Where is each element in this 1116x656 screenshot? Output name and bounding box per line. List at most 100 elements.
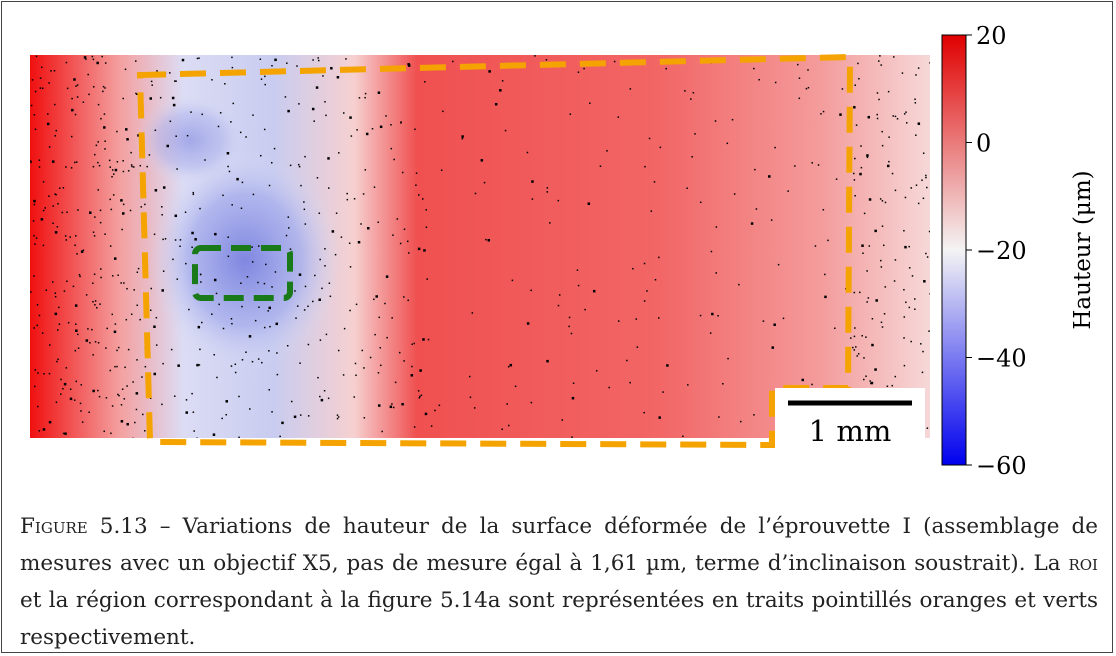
speckle bbox=[644, 165, 646, 168]
speckle bbox=[190, 111, 192, 113]
speckle bbox=[42, 244, 45, 247]
speckle bbox=[880, 259, 882, 262]
speckle bbox=[136, 93, 138, 96]
speckle bbox=[284, 96, 287, 98]
speckle bbox=[219, 112, 222, 114]
speckle bbox=[185, 411, 188, 414]
speckle bbox=[116, 160, 119, 163]
speckle bbox=[571, 396, 575, 400]
speckle bbox=[400, 121, 402, 123]
speckle bbox=[186, 134, 189, 137]
speckle bbox=[903, 364, 906, 367]
speckle bbox=[886, 385, 889, 388]
speckle bbox=[74, 349, 77, 352]
speckle bbox=[88, 411, 90, 413]
speckle bbox=[95, 144, 98, 147]
speckle bbox=[442, 110, 444, 113]
speckle bbox=[76, 253, 78, 255]
speckle bbox=[355, 374, 357, 377]
speckle bbox=[311, 107, 315, 111]
speckle bbox=[403, 296, 405, 298]
speckle bbox=[340, 236, 343, 238]
speckle bbox=[57, 358, 59, 361]
speckle bbox=[85, 58, 87, 60]
speckle bbox=[658, 416, 661, 419]
speckle bbox=[34, 90, 37, 93]
speckle bbox=[92, 282, 94, 284]
speckle bbox=[926, 186, 928, 189]
speckle bbox=[425, 226, 428, 229]
speckle bbox=[871, 317, 874, 320]
speckle bbox=[175, 80, 177, 82]
speckle bbox=[530, 401, 533, 404]
speckle bbox=[461, 135, 464, 138]
speckle bbox=[407, 64, 411, 67]
speckle bbox=[92, 231, 95, 233]
speckle bbox=[733, 193, 736, 195]
speckle bbox=[571, 436, 573, 438]
speckle bbox=[174, 80, 176, 82]
speckle bbox=[629, 381, 631, 384]
speckle bbox=[104, 87, 106, 89]
speckle bbox=[48, 344, 51, 346]
speckle bbox=[452, 60, 454, 63]
speckle bbox=[127, 348, 130, 351]
speckle bbox=[635, 318, 638, 320]
speckle bbox=[98, 395, 101, 398]
speckle bbox=[263, 128, 266, 131]
speckle bbox=[144, 430, 146, 432]
speckle bbox=[80, 410, 82, 412]
speckle bbox=[249, 408, 251, 410]
speckle bbox=[928, 330, 930, 332]
speckle bbox=[880, 64, 882, 66]
speckle bbox=[69, 388, 72, 390]
speckle bbox=[300, 184, 302, 187]
speckle bbox=[411, 343, 413, 346]
speckle bbox=[307, 415, 310, 417]
speckle bbox=[74, 113, 77, 116]
caption-label: Figure 5.13 bbox=[20, 514, 148, 539]
speckle bbox=[296, 305, 299, 307]
speckle bbox=[425, 209, 428, 211]
speckle bbox=[116, 349, 118, 352]
speckle bbox=[363, 417, 366, 419]
speckle bbox=[211, 79, 213, 81]
speckle bbox=[72, 285, 75, 288]
speckle bbox=[260, 78, 263, 80]
speckle bbox=[511, 279, 514, 282]
colorbar-tick-label: −60 bbox=[976, 452, 1027, 480]
speckle bbox=[192, 193, 195, 196]
speckle bbox=[97, 141, 99, 143]
speckle bbox=[199, 207, 201, 210]
speckle bbox=[754, 168, 756, 171]
speckle bbox=[48, 372, 51, 375]
speckle bbox=[430, 425, 433, 427]
speckle bbox=[699, 314, 702, 317]
speckle bbox=[876, 92, 879, 94]
speckle bbox=[914, 308, 916, 310]
speckle bbox=[373, 186, 376, 188]
speckle bbox=[109, 369, 112, 372]
speckle bbox=[860, 145, 862, 147]
speckle bbox=[595, 370, 598, 372]
speckle bbox=[424, 81, 426, 83]
speckle bbox=[264, 75, 266, 78]
speckle bbox=[132, 381, 134, 383]
speckle bbox=[869, 380, 871, 382]
speckle bbox=[321, 287, 323, 290]
speckle bbox=[859, 172, 862, 176]
speckle bbox=[546, 191, 549, 193]
speckle bbox=[589, 102, 591, 105]
speckle bbox=[176, 168, 178, 170]
speckle bbox=[47, 113, 49, 115]
speckle bbox=[336, 414, 339, 416]
speckle bbox=[70, 167, 73, 169]
speckle bbox=[353, 396, 356, 398]
speckle bbox=[629, 88, 632, 90]
speckle bbox=[921, 179, 923, 181]
speckle bbox=[834, 327, 836, 330]
speckle bbox=[69, 236, 71, 238]
speckle bbox=[487, 238, 491, 242]
speckle bbox=[336, 75, 340, 79]
speckle bbox=[390, 147, 393, 150]
